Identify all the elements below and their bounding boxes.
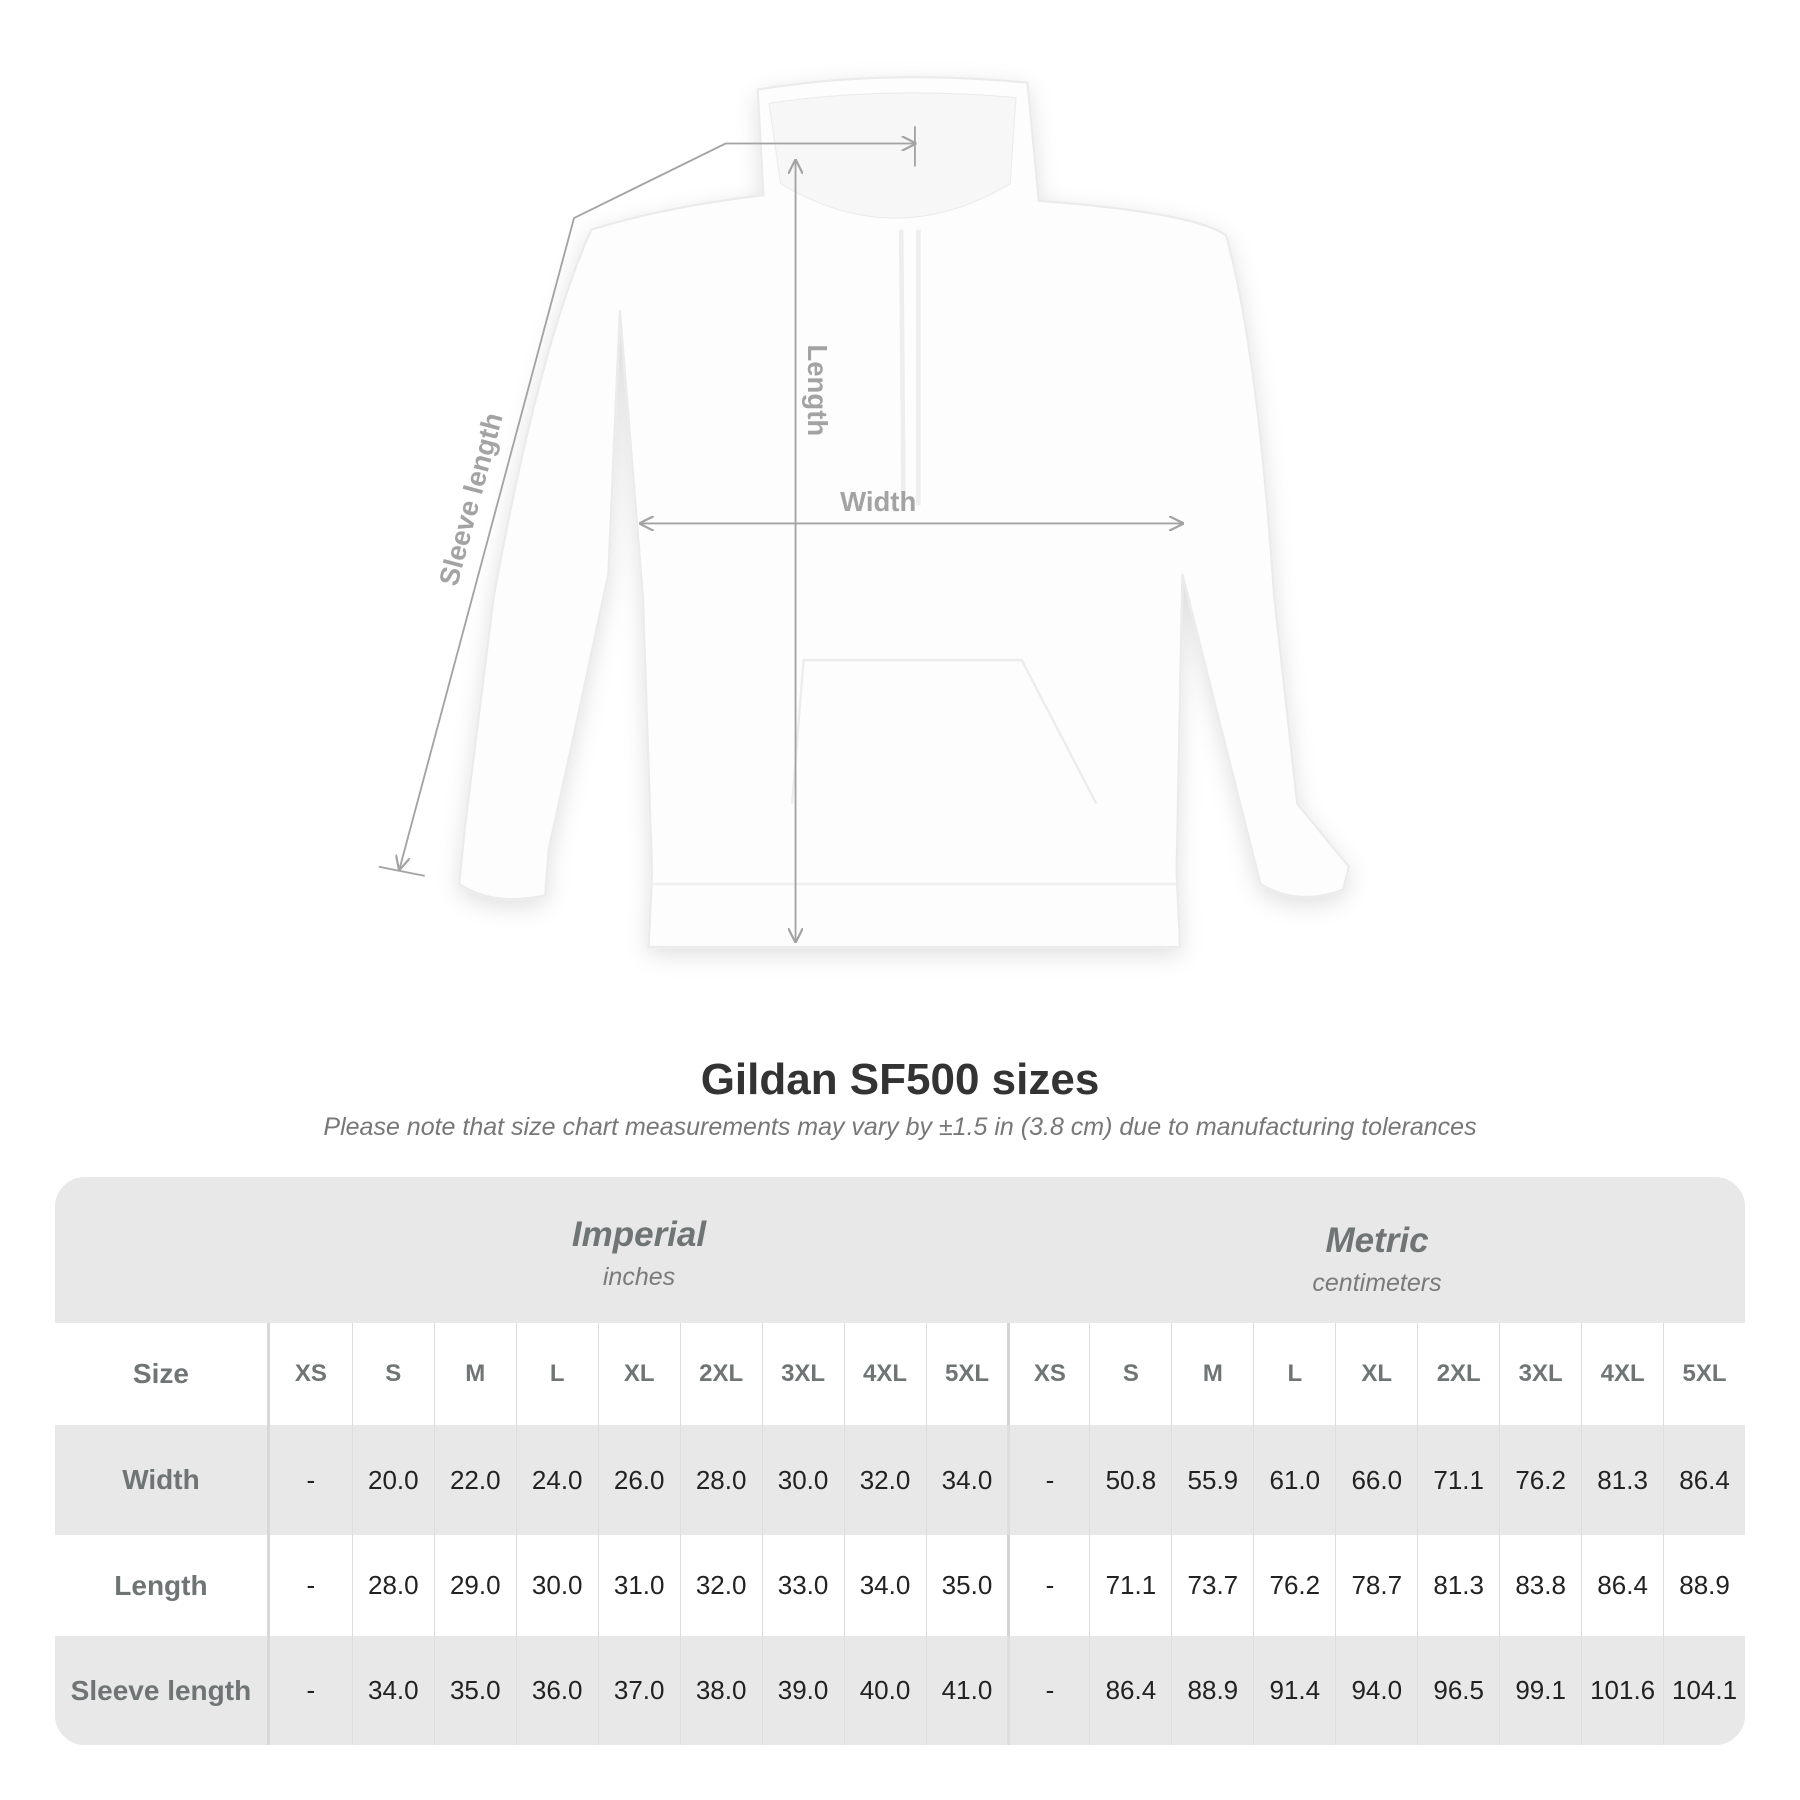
imperial-header: Imperial inches bbox=[270, 1215, 1008, 1292]
value-cell-imperial: 34.0 bbox=[351, 1636, 434, 1745]
value-cell-metric: 99.1 bbox=[1499, 1636, 1581, 1745]
value-cell-metric: 55.9 bbox=[1171, 1425, 1253, 1535]
value-cell-imperial: 37.0 bbox=[597, 1636, 680, 1745]
value-cell-metric: 83.8 bbox=[1499, 1535, 1581, 1636]
value-cell-metric: 76.2 bbox=[1499, 1425, 1581, 1535]
value-cell-imperial: 26.0 bbox=[597, 1425, 680, 1535]
value-cell-metric: 66.0 bbox=[1335, 1425, 1417, 1535]
value-cell-imperial: 39.0 bbox=[761, 1636, 844, 1745]
imperial-title: Imperial bbox=[571, 1215, 707, 1254]
value-cell-metric: 96.5 bbox=[1417, 1636, 1499, 1745]
value-cell-metric: 88.9 bbox=[1663, 1535, 1745, 1636]
table-row: Length -28.0 29.0 30.0 31.0 32.0 33.0 34.0 35.0-… bbox=[55, 1535, 1745, 1636]
value-cell-metric: 94.0 bbox=[1335, 1636, 1417, 1745]
value-cell-imperial: 28.0 bbox=[679, 1425, 762, 1535]
metric-title: Metric bbox=[1325, 1221, 1429, 1260]
size-header-metric: M bbox=[1171, 1323, 1253, 1425]
value-cell-imperial: - bbox=[306, 1464, 316, 1495]
value-cell-metric: 86.4 bbox=[1581, 1535, 1663, 1636]
value-cell-metric: 78.7 bbox=[1335, 1535, 1417, 1636]
value-cell-imperial: 28.0 bbox=[351, 1535, 434, 1636]
size-header-metric: 3XL bbox=[1499, 1323, 1581, 1425]
value-cell-imperial: 34.0 bbox=[843, 1535, 926, 1636]
length-label: Length bbox=[802, 344, 833, 436]
size-table: Imperial inches Metric centimeters Size X… bbox=[55, 1177, 1745, 1745]
size-header-metric: 5XL bbox=[1663, 1323, 1745, 1425]
value-cell-metric: 50.8 bbox=[1089, 1425, 1171, 1535]
value-cell-imperial: 20.0 bbox=[351, 1425, 434, 1535]
size-header-imperial: 2XL bbox=[679, 1323, 762, 1425]
value-cell-metric: 86.4 bbox=[1089, 1636, 1171, 1745]
value-cell-metric: 61.0 bbox=[1253, 1425, 1335, 1535]
size-header-metric: XS bbox=[1007, 1323, 1089, 1425]
value-cell-imperial: 22.0 bbox=[433, 1425, 516, 1535]
sleeve-length-label: Sleeve length bbox=[433, 409, 509, 589]
value-cell-metric: 71.1 bbox=[1417, 1425, 1499, 1535]
value-cell-imperial: 30.0 bbox=[515, 1535, 598, 1636]
value-cell-metric: 88.9 bbox=[1171, 1636, 1253, 1745]
value-cell-metric: 86.4 bbox=[1663, 1425, 1745, 1535]
size-header-imperial: XS bbox=[294, 1360, 327, 1387]
page-title: Gildan SF500 sizes bbox=[700, 1055, 1100, 1104]
value-cell-metric: - bbox=[1007, 1425, 1089, 1535]
value-cell-imperial: 41.0 bbox=[925, 1636, 1008, 1745]
row-label: Width bbox=[55, 1425, 270, 1535]
value-cell-metric: 91.4 bbox=[1253, 1636, 1335, 1745]
table-row: Width -20.0 22.0 24.0 26.0 28.0 30.0 32.0 34.0-5… bbox=[55, 1425, 1745, 1535]
size-header-metric: S bbox=[1089, 1323, 1171, 1425]
size-header-imperial: 4XL bbox=[843, 1323, 926, 1425]
size-header-metric: L bbox=[1253, 1323, 1335, 1425]
hoodie-diagram: Sleeve length Length Width bbox=[378, 75, 1351, 949]
value-cell-imperial: 30.0 bbox=[761, 1425, 844, 1535]
value-cell-metric: 81.3 bbox=[1581, 1425, 1663, 1535]
value-cell-metric: 101.6 bbox=[1581, 1636, 1663, 1745]
value-cell-metric: - bbox=[1007, 1636, 1089, 1745]
size-header-metric: 4XL bbox=[1581, 1323, 1663, 1425]
value-cell-imperial: 32.0 bbox=[679, 1535, 762, 1636]
size-header-label: Size bbox=[55, 1323, 270, 1425]
value-cell-imperial: 35.0 bbox=[433, 1636, 516, 1745]
value-cell-imperial: 31.0 bbox=[597, 1535, 680, 1636]
row-label: Length bbox=[55, 1535, 270, 1636]
value-cell-imperial: - bbox=[306, 1675, 316, 1705]
value-cell-metric: 71.1 bbox=[1089, 1535, 1171, 1636]
value-cell-metric: 76.2 bbox=[1253, 1535, 1335, 1636]
value-cell-imperial: 35.0 bbox=[925, 1535, 1008, 1636]
width-label: Width bbox=[840, 486, 916, 517]
metric-header: Metric centimeters bbox=[1008, 1221, 1745, 1298]
sleeve-length-measure bbox=[378, 126, 915, 877]
value-cell-metric: 104.1 bbox=[1663, 1636, 1745, 1745]
tolerance-note: Please note that size chart measurements… bbox=[323, 1113, 1477, 1141]
size-header-row: Size XS S M L XL 2XL 3XL 4XL 5XL XS S M L XL 2XL 3XL 4XL 5… bbox=[55, 1323, 1745, 1425]
size-header-metric: 2XL bbox=[1417, 1323, 1499, 1425]
size-header-imperial: M bbox=[433, 1323, 516, 1425]
size-header-imperial: S bbox=[351, 1323, 434, 1425]
value-cell-imperial: 34.0 bbox=[925, 1425, 1008, 1535]
row-label: Sleeve length bbox=[55, 1636, 270, 1745]
value-cell-imperial: 32.0 bbox=[843, 1425, 926, 1535]
value-cell-imperial: 38.0 bbox=[679, 1636, 762, 1745]
size-header-imperial: 5XL bbox=[925, 1323, 1008, 1425]
value-cell-imperial: 40.0 bbox=[843, 1636, 926, 1745]
size-header-metric: XL bbox=[1335, 1323, 1417, 1425]
value-cell-imperial: 33.0 bbox=[761, 1535, 844, 1636]
value-cell-metric: 81.3 bbox=[1417, 1535, 1499, 1636]
value-cell-imperial: - bbox=[306, 1570, 316, 1600]
value-cell-imperial: 36.0 bbox=[515, 1636, 598, 1745]
metric-unit: centimeters bbox=[1312, 1269, 1442, 1297]
value-cell-imperial: 29.0 bbox=[433, 1535, 516, 1636]
size-header-imperial: 3XL bbox=[761, 1323, 844, 1425]
imperial-unit: inches bbox=[602, 1263, 676, 1291]
value-cell-metric: - bbox=[1007, 1535, 1089, 1636]
value-cell-metric: 73.7 bbox=[1171, 1535, 1253, 1636]
unit-header-band: Imperial inches Metric centimeters bbox=[55, 1177, 1745, 1323]
size-header-imperial: L bbox=[515, 1323, 598, 1425]
table-row: Sleeve length - 34.0 35.0 36.0 37.0 38.0 39.0 40… bbox=[55, 1636, 1745, 1745]
size-header-imperial: XL bbox=[597, 1323, 680, 1425]
value-cell-imperial: 24.0 bbox=[515, 1425, 598, 1535]
